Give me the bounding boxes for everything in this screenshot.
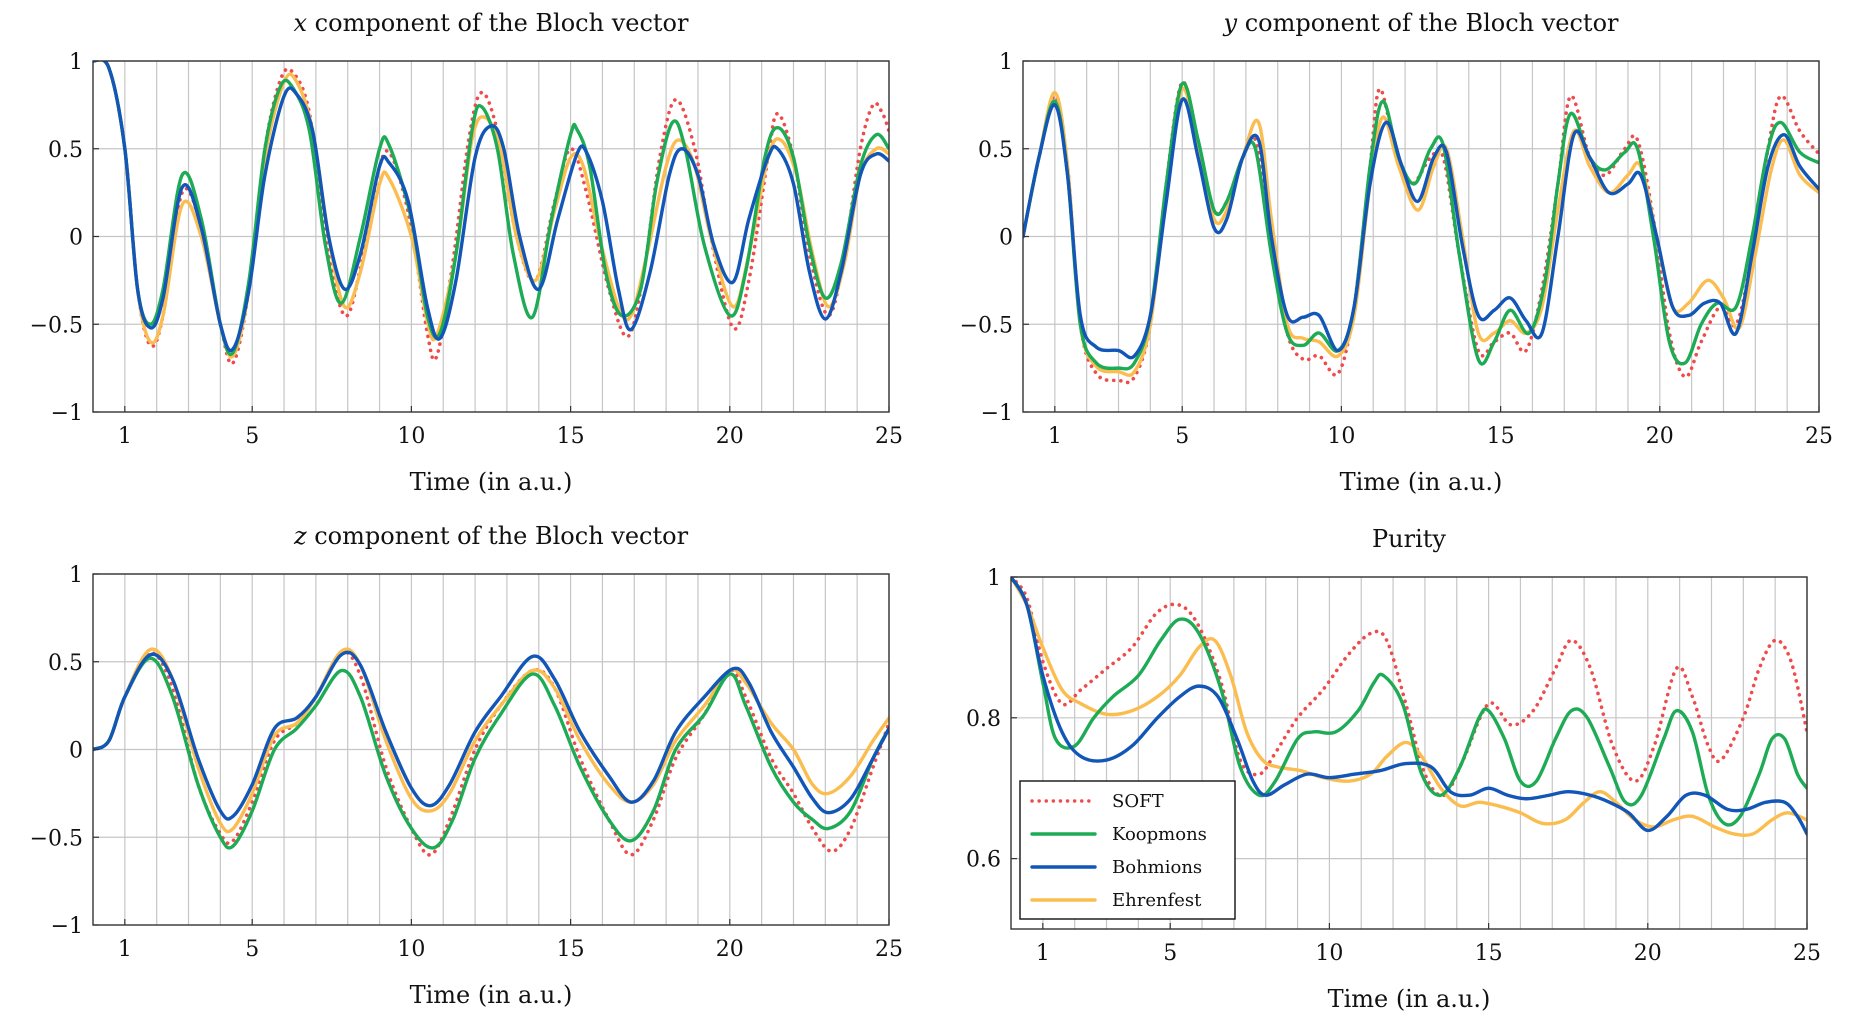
- z-component-xtick-label: 5: [245, 937, 259, 962]
- x-component-title: x component of the Bloch vector: [294, 9, 690, 37]
- y-component-xtick-label: 20: [1646, 424, 1674, 449]
- z-component-title: z component of the Bloch vector: [293, 522, 689, 550]
- x-component-ytick-label: 0.5: [48, 138, 83, 163]
- z-component-ytick-label: 0.5: [48, 651, 83, 676]
- y-component-xtick-label: 5: [1175, 424, 1189, 449]
- x-component-ytick-label: −0.5: [30, 313, 83, 338]
- z-component-series-bohmions: [93, 650, 889, 821]
- y-component-xlabel: Time (in a.u.): [1340, 468, 1503, 496]
- x-component-xlabel: Time (in a.u.): [410, 468, 573, 496]
- legend-label-ehrenfest: Ehrenfest: [1112, 890, 1202, 911]
- x-component-series-soft: [93, 61, 889, 366]
- z-component-ytick-label: −1: [51, 914, 83, 939]
- purity-ytick-label: 0.6: [966, 848, 1001, 873]
- y-component-ytick-label: −0.5: [960, 313, 1013, 338]
- z-component-ytick-label: 0: [69, 739, 83, 764]
- purity-xlabel: Time (in a.u.): [1328, 985, 1491, 1013]
- z-component-xtick-label: 15: [557, 937, 585, 962]
- purity-xtick-label: 25: [1793, 941, 1821, 966]
- y-component-xtick-label: 25: [1805, 424, 1833, 449]
- x-component-xtick-label: 10: [397, 424, 425, 449]
- x-component-xtick-label: 1: [118, 424, 132, 449]
- z-component-series-ehrenfest: [93, 647, 889, 834]
- purity-ytick-label: 0.8: [966, 707, 1001, 732]
- chart-y-component: 1 5 10 15 20 25−1−0.500.51y component of the …: [960, 9, 1833, 496]
- y-component-series-koopmons: [1023, 81, 1819, 371]
- y-component-xtick-label: 10: [1327, 424, 1355, 449]
- z-component-xtick-label: 20: [716, 937, 744, 962]
- purity-series-koopmons: [1011, 577, 1807, 827]
- legend-box: [1019, 780, 1236, 920]
- y-component-ytick-label: 1: [999, 50, 1013, 75]
- y-component-series-soft: [1023, 80, 1819, 385]
- y-component-ytick-label: 0.5: [978, 138, 1013, 163]
- x-component-xtick-label: 25: [875, 424, 903, 449]
- z-component-series-soft: [93, 650, 889, 857]
- x-component-ytick-label: 0: [69, 226, 83, 251]
- x-component-ytick-label: 1: [69, 50, 83, 75]
- x-component-xtick-label: 5: [245, 424, 259, 449]
- x-component-xtick-label: 20: [716, 424, 744, 449]
- x-component-series-bohmions: [93, 61, 889, 352]
- z-component-xtick-label: 10: [397, 937, 425, 962]
- legend-label-bohmions: Bohmions: [1112, 857, 1202, 878]
- z-component-ytick-label: −0.5: [30, 826, 83, 851]
- y-component-xtick-label: 1: [1048, 424, 1062, 449]
- purity-xtick-label: 20: [1634, 941, 1662, 966]
- purity-title: Purity: [1372, 525, 1446, 553]
- y-component-ytick-label: 0: [999, 226, 1013, 251]
- z-component-series-koopmons: [93, 656, 889, 850]
- purity-series-bohmions: [1011, 577, 1807, 836]
- legend-label-soft: SOFT: [1112, 791, 1164, 812]
- purity-xtick-label: 5: [1163, 941, 1177, 966]
- x-component-ytick-label: −1: [51, 401, 83, 426]
- legend: SOFT Koopmons Bohmions Ehrenfest: [1019, 780, 1236, 920]
- legend-label-koopmons: Koopmons: [1112, 824, 1207, 845]
- purity-xtick-label: 10: [1315, 941, 1343, 966]
- y-component-title: y component of the Bloch vector: [1223, 9, 1620, 37]
- z-component-xtick-label: 1: [118, 937, 132, 962]
- x-component-xtick-label: 15: [557, 424, 585, 449]
- y-component-series-bohmions: [1023, 97, 1819, 360]
- purity-frame: [1010, 576, 1808, 930]
- z-component-ytick-label: 1: [69, 563, 83, 588]
- purity-xtick-label: 15: [1475, 941, 1503, 966]
- purity-ytick-label: 1: [987, 566, 1001, 591]
- z-component-xlabel: Time (in a.u.): [410, 981, 573, 1009]
- y-component-xtick-label: 15: [1487, 424, 1515, 449]
- y-component-ytick-label: −1: [981, 401, 1013, 426]
- chart-x-component: 1 5 10 15 20 25−1−0.500.51x component of the …: [30, 9, 903, 496]
- purity-xtick-label: 1: [1036, 941, 1050, 966]
- chart-z-component: 1 5 10 15 20 25−1−0.500.51z component of the …: [30, 522, 903, 1009]
- z-component-xtick-label: 25: [875, 937, 903, 962]
